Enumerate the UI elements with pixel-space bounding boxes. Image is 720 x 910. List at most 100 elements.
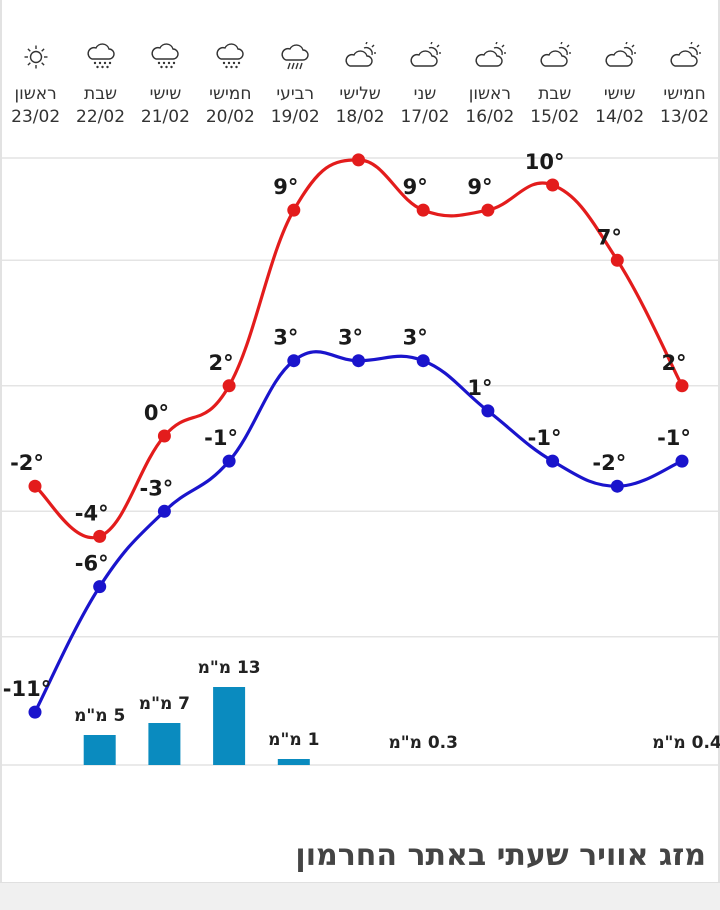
max-temp-point [416,203,430,217]
left-frame-border [0,0,2,909]
day-name: חמישי [209,84,252,104]
max-temp-point [675,379,689,393]
day-column: חמישי 20/02 [198,42,263,142]
day-column: שלישי 18/02 [328,42,393,142]
day-name: חמישי [663,84,706,104]
snow-icon [151,43,180,69]
max-temp-label: 10° [525,150,565,174]
day-date: 14/02 [595,107,645,127]
precipitation-label: 1 מ"מ [268,730,319,750]
min-temp-point [416,354,430,368]
partly-cloudy-icon [410,42,441,67]
min-temp-point [28,705,42,719]
min-temp-label: -3° [139,476,173,500]
snow-icon [216,43,244,69]
day-name: רביעי [276,84,315,104]
min-temp-point [222,454,236,468]
min-temp-point [675,454,689,468]
partly-cloudy-icon [605,42,636,67]
min-temp-label: -1° [657,426,691,450]
precipitation-label: 13 מ"מ [198,658,261,678]
day-column: שני 17/02 [393,42,458,142]
day-date: 20/02 [205,107,255,127]
max-temp-label: 2° [661,351,686,375]
precipitation-bar [148,723,181,765]
day-date: 13/02 [660,107,710,127]
day-date: 23/02 [11,107,61,127]
day-date: 15/02 [530,107,580,127]
day-date: 18/02 [335,107,385,127]
min-temp-line [33,350,683,713]
day-name: שלישי [339,84,381,104]
day-column: שישי 14/02 [587,42,652,142]
day-name: ראשון [14,84,57,104]
max-temp-label: 2° [209,351,234,375]
max-temp-label: 9° [403,175,428,199]
max-temp-label: 9° [467,175,492,199]
day-name: שני [413,84,437,104]
min-temp-label: -1° [528,426,562,450]
day-column: שבת 22/02 [68,42,133,142]
day-date: 17/02 [400,107,450,127]
min-temp-point [481,404,495,418]
partly-cloudy-icon [540,42,571,67]
sun-icon [24,45,48,69]
day-column: ראשון 16/02 [457,42,522,142]
min-temp-label: -1° [204,426,238,450]
max-temp-point [287,203,301,217]
day-name: שבת [84,84,118,104]
max-temp-label: 9° [273,175,298,199]
min-temp-point [157,504,171,518]
min-temp-point [352,354,365,368]
day-column: ראשון 23/02 [3,42,68,142]
max-temp-point [610,253,624,267]
day-name: שישי [149,84,182,104]
max-temp-point [93,529,107,543]
max-temp-label: 0° [144,401,169,425]
day-date: 19/02 [270,107,320,127]
max-temp-point [546,178,560,192]
day-date: 16/02 [465,107,515,127]
min-temp-label: 3° [273,326,298,350]
max-temp-point [157,429,171,443]
rain-icon [281,44,309,70]
max-temp-point [222,379,236,393]
day-name: שישי [603,84,636,104]
min-temp-label: -2° [592,451,626,475]
forecast-days-row: חמישי 13/02 שישי 14/02 שבת 15/02 ראשון 16/02 שני… [3,42,717,142]
precipitation-bar [277,759,310,765]
partly-cloudy-icon [345,42,377,67]
max-temp-point [352,153,365,167]
precipitation-label: 0.3 מ"מ [388,733,458,753]
max-temp-point [481,203,495,217]
max-temp-label: -4° [75,501,109,525]
day-column: חמישי 13/02 [652,42,717,142]
min-temp-point [287,354,301,368]
next-section-strip [0,882,720,910]
day-column: שבת 15/02 [522,42,587,142]
min-temp-point [610,479,624,493]
temperature-chart: 0.4 מ"מ 0.3 מ"מ 1 מ"מ 13 מ"מ 7 מ"מ 5 מ"מ 2° 7° 1… [2,150,720,766]
max-temp-label: -2° [10,451,44,475]
min-temp-label: -6° [75,552,109,576]
min-temp-label: -11° [3,677,51,701]
min-temp-point [93,580,107,594]
precipitation-label: 5 מ"מ [74,706,125,726]
max-temp-label: 7° [597,225,622,249]
min-temp-point [546,454,560,468]
day-name: שבת [538,84,572,104]
day-name: ראשון [468,84,512,104]
day-column: רביעי 19/02 [263,42,328,142]
day-date: 21/02 [140,107,190,127]
snow-icon [86,43,115,69]
min-temp-label: 3° [403,326,428,350]
day-column: שישי 21/02 [133,42,198,142]
max-temp-line [33,158,684,540]
precipitation-bar [213,687,246,765]
partly-cloudy-icon [670,42,701,67]
precipitation-label: 0.4 מ"מ [652,733,720,753]
min-temp-label: 3° [338,326,363,350]
day-date: 22/02 [76,107,126,127]
right-frame-border [718,0,720,909]
max-temp-point [28,479,42,493]
